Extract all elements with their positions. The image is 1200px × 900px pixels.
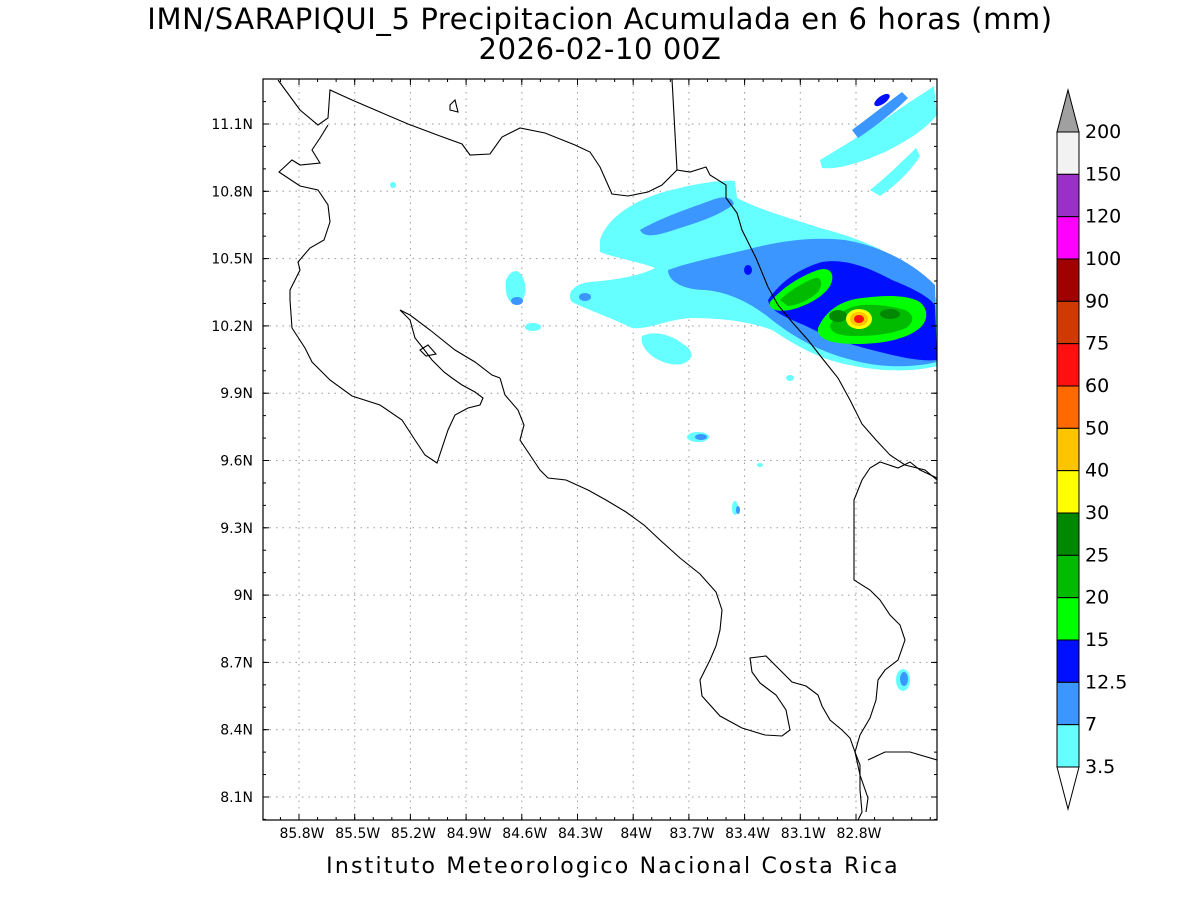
rain-cyan-spot-6 xyxy=(757,463,763,467)
legend-swatch xyxy=(1056,681,1080,726)
legend-label: 30 xyxy=(1085,502,1109,524)
legend-label: 20 xyxy=(1085,587,1109,609)
legend-swatch xyxy=(1056,724,1080,768)
lat-label: 10.2N xyxy=(211,319,253,335)
lat-label: 9.3N xyxy=(220,521,253,537)
lake-nicaragua-islet xyxy=(449,98,459,113)
lat-label: 9N xyxy=(234,588,253,604)
lon-label: 85.5W xyxy=(335,826,380,842)
legend-swatch xyxy=(1056,385,1080,429)
legend-label: 90 xyxy=(1085,290,1109,312)
lat-label: 9.6N xyxy=(220,454,253,470)
rain-blue-spot-4 xyxy=(900,672,908,686)
rain-blue-northeast xyxy=(852,92,908,138)
legend-swatch xyxy=(1056,343,1080,387)
rain-red-core xyxy=(854,315,864,323)
nicaragua-border xyxy=(277,79,678,197)
credit-text: Instituto Meteorologico Nacional Costa R… xyxy=(326,854,900,879)
lat-label: 8.7N xyxy=(220,655,253,671)
coastline xyxy=(277,79,937,820)
legend-label: 25 xyxy=(1085,544,1109,566)
title-line-1: IMN/SARAPIQUI_5 Precipitacion Acumulada … xyxy=(147,2,1053,36)
rain-cyan-northeast xyxy=(820,86,937,169)
rain-darkgreen-2 xyxy=(880,309,900,319)
legend-swatch xyxy=(1056,470,1080,514)
legend-label: 7 xyxy=(1085,714,1097,736)
lon-label: 84.9W xyxy=(447,826,492,842)
legend-swatch xyxy=(1056,131,1080,175)
rain-cyan-spot-4 xyxy=(390,182,396,188)
rain-green2-west xyxy=(780,277,822,306)
legend-swatch xyxy=(1056,427,1080,472)
caribbean-coast xyxy=(671,79,937,481)
lon-label: 85.2W xyxy=(391,826,436,842)
legend-top-arrow xyxy=(1056,88,1080,133)
legend-swatch xyxy=(1056,173,1080,218)
lon-label: 85.8W xyxy=(279,826,324,842)
rain-blue-spot-2 xyxy=(579,293,591,301)
lon-label: 84W xyxy=(620,826,652,842)
legend-label: 75 xyxy=(1085,333,1109,355)
lat-label: 9.9N xyxy=(220,386,253,402)
lat-label: 11.1N xyxy=(211,117,253,133)
panama-coast xyxy=(867,751,937,761)
rain-blue-spot-5 xyxy=(736,506,740,514)
lon-label: 84.3W xyxy=(558,826,603,842)
legend-swatch xyxy=(1056,597,1080,641)
legend-swatch xyxy=(1056,512,1080,556)
rain-cyan-ne-2 xyxy=(870,148,920,196)
precip-band-3-5mm xyxy=(390,86,937,691)
lon-label: 83.7W xyxy=(669,826,714,842)
legend-swatch xyxy=(1056,216,1080,260)
rain-blue-spot-1 xyxy=(511,297,523,305)
legend-label: 60 xyxy=(1085,375,1109,397)
latitude-axis: 11.1N 10.8N 10.5N 10.2N 9.9N 9.6N 9.3N 9N 8.7N 8.… xyxy=(211,101,937,820)
legend-label: 15 xyxy=(1085,629,1109,651)
legend-label: 50 xyxy=(1085,417,1109,439)
lon-label: 83.1W xyxy=(781,826,826,842)
nicoya-gulf-island xyxy=(419,344,438,357)
legend-label: 200 xyxy=(1085,121,1121,143)
pacific-coast-central xyxy=(499,377,863,820)
rain-darkgreen-1 xyxy=(829,310,847,322)
legend-swatch xyxy=(1056,554,1080,599)
precip-band-25mm xyxy=(829,309,900,322)
longitude-axis: 85.8W 85.5W 85.2W 84.9W 84.6W 84.3W 84W 83.7W 83… xyxy=(279,79,931,842)
legend-swatch xyxy=(1056,300,1080,345)
map-grid xyxy=(263,79,937,820)
lon-label: 83.4W xyxy=(725,826,770,842)
title-line-2: 2026-02-10 00Z xyxy=(478,32,722,66)
legend-swatch xyxy=(1056,258,1080,302)
rain-cyan-west-1 xyxy=(505,271,526,305)
lon-label: 84.6W xyxy=(502,826,547,842)
lat-label: 10.8N xyxy=(211,184,253,200)
precipitation-field xyxy=(390,86,937,691)
lat-label: 8.4N xyxy=(220,723,253,739)
legend-label: 150 xyxy=(1085,163,1121,185)
rain-blue-spot-3 xyxy=(695,434,707,440)
legend-label: 40 xyxy=(1085,460,1109,482)
lat-label: 8.1N xyxy=(220,790,253,806)
legend-label: 120 xyxy=(1085,206,1121,228)
rain-darkblue-n xyxy=(744,265,752,275)
map-frame xyxy=(262,78,938,821)
legend-bottom-arrow xyxy=(1056,766,1080,811)
lat-label: 10.5N xyxy=(211,252,253,268)
legend-label: 3.5 xyxy=(1085,756,1115,778)
legend-swatch xyxy=(1056,639,1080,683)
rain-blue-north xyxy=(640,197,734,236)
lon-label: 82.8W xyxy=(836,826,881,842)
panama-border xyxy=(853,461,937,813)
rain-cyan-south-lobe xyxy=(641,333,692,365)
legend-label: 12.5 xyxy=(1085,671,1127,693)
precipitation-legend: 200 150 120 100 90 75 60 50 40 30 25 20 15 12.5 7 3.5 xyxy=(1056,88,1127,811)
rain-darkblue-ne xyxy=(874,93,890,107)
pacific-coast-north xyxy=(278,124,501,464)
rain-cyan-spot-5 xyxy=(786,375,794,381)
rain-cyan-west-2 xyxy=(525,323,541,331)
legend-label: 100 xyxy=(1085,248,1121,270)
